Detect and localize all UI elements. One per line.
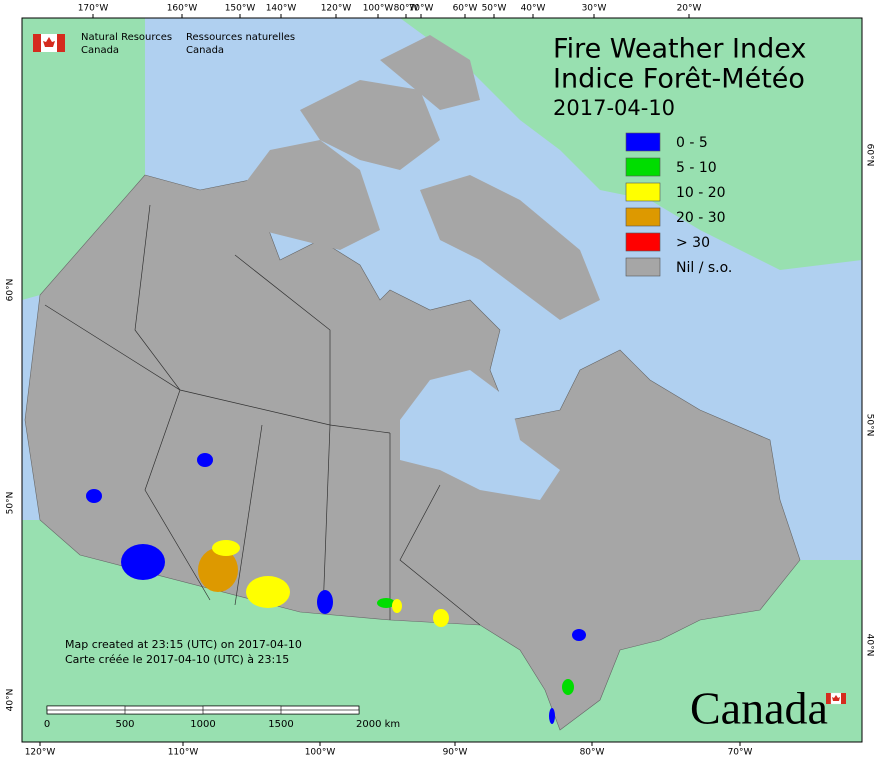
usa bbox=[22, 520, 862, 742]
right-label: 40°N bbox=[865, 634, 875, 657]
map-frame bbox=[21, 17, 863, 743]
scale-label: 0 bbox=[44, 719, 50, 730]
fwi-patch bbox=[86, 489, 102, 503]
top-label: 120°W bbox=[321, 4, 352, 14]
scale-label: 500 bbox=[115, 719, 134, 730]
fwi-patch bbox=[572, 629, 586, 641]
right-label: 50°N bbox=[865, 414, 875, 437]
fwi-patch bbox=[121, 544, 165, 580]
title: Fire Weather Index bbox=[553, 34, 806, 65]
legend-label: Nil / s.o. bbox=[676, 260, 732, 276]
org-en: Natural Resources bbox=[81, 32, 172, 43]
top-label: 160°W bbox=[167, 4, 198, 14]
bottom-label: 80°W bbox=[580, 748, 605, 758]
legend-swatch bbox=[625, 157, 661, 177]
left-label: 50°N bbox=[6, 492, 16, 515]
top-label: 60°W bbox=[453, 4, 478, 14]
legend-swatch bbox=[625, 182, 661, 202]
arctic-island bbox=[300, 80, 440, 170]
fwi-patch bbox=[212, 540, 240, 556]
scale-label: 1500 bbox=[268, 719, 293, 730]
top-label: 30°W bbox=[582, 4, 607, 14]
fwi-patches bbox=[86, 453, 586, 724]
top-label: 100°W bbox=[363, 4, 394, 14]
bottom-label: 100°W bbox=[305, 748, 336, 758]
legend-label: 5 - 10 bbox=[676, 160, 717, 176]
arctic-island bbox=[380, 35, 480, 110]
legend-label: > 30 bbox=[676, 235, 710, 251]
scale-label: 1000 bbox=[190, 719, 215, 730]
legend-label: 20 - 30 bbox=[676, 210, 726, 226]
top-label: 140°W bbox=[266, 4, 297, 14]
top-label: 170°W bbox=[78, 4, 109, 14]
fwi-patch bbox=[433, 609, 449, 627]
title: Indice Forêt-Météo bbox=[553, 64, 805, 95]
bottom-label: 70°W bbox=[728, 748, 753, 758]
legend-swatch bbox=[625, 207, 661, 227]
wordmark-flag bbox=[826, 692, 846, 705]
left-label: 60°N bbox=[6, 279, 16, 302]
fwi-patch bbox=[562, 679, 574, 695]
org-fr: Ressources naturelles bbox=[186, 32, 295, 43]
legend-label: 0 - 5 bbox=[676, 135, 708, 151]
fwi-patch bbox=[549, 708, 555, 724]
arctic-island bbox=[240, 140, 380, 250]
fwi-patch bbox=[198, 548, 238, 592]
fwi-patch bbox=[317, 590, 333, 614]
left-label: 40°N bbox=[6, 689, 16, 712]
note: Map created at 23:15 (UTC) on 2017-04-10 bbox=[65, 638, 302, 651]
legend-swatch bbox=[625, 232, 661, 252]
alaska bbox=[22, 18, 145, 300]
legend-swatch bbox=[625, 257, 661, 277]
legend-swatch bbox=[625, 132, 661, 152]
org-en: Canada bbox=[81, 45, 119, 56]
scale-bar bbox=[46, 705, 360, 715]
canada-wordmark: Canada bbox=[690, 683, 828, 734]
baffin-island bbox=[420, 175, 600, 320]
fwi-patch bbox=[197, 453, 213, 467]
top-label: 40°W bbox=[521, 4, 546, 14]
bottom-label: 120°W bbox=[25, 748, 56, 758]
right-label: 60°N bbox=[865, 144, 875, 167]
top-label: 150°W bbox=[225, 4, 256, 14]
fwi-patch bbox=[392, 599, 402, 613]
top-label: 80°W bbox=[394, 4, 419, 14]
bottom-label: 110°W bbox=[168, 748, 199, 758]
org-fr: Canada bbox=[186, 45, 224, 56]
legend-label: 10 - 20 bbox=[676, 185, 726, 201]
fwi-patch bbox=[246, 576, 290, 608]
top-label: 20°W bbox=[677, 4, 702, 14]
date: 2017-04-10 bbox=[553, 96, 675, 120]
borders bbox=[44, 204, 481, 626]
top-label: 50°W bbox=[482, 4, 507, 14]
hudson-bay bbox=[400, 370, 560, 500]
scale-label: 2000 km bbox=[356, 719, 400, 730]
fwi-patch bbox=[377, 598, 395, 608]
flag-logo bbox=[33, 34, 65, 52]
top-label: 70°W bbox=[409, 4, 434, 14]
bottom-label: 90°W bbox=[443, 748, 468, 758]
note: Carte créée le 2017-04-10 (UTC) à 23:15 bbox=[65, 653, 289, 666]
